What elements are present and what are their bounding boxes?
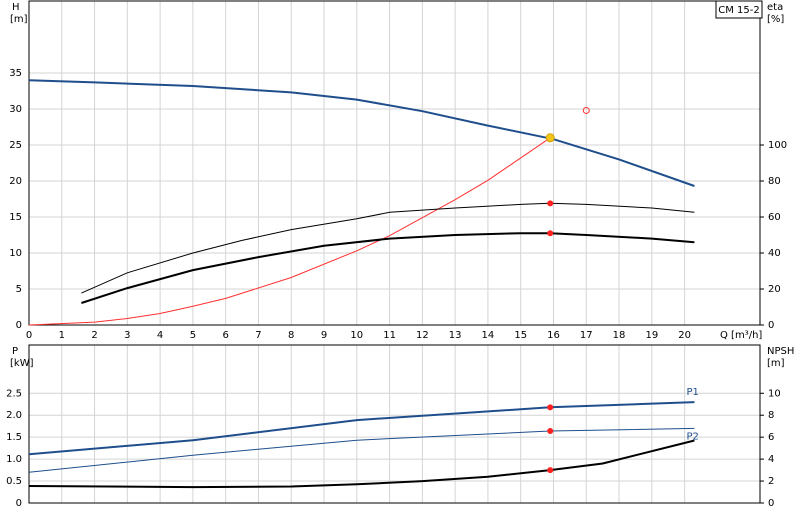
series-label: P1 <box>686 387 698 398</box>
annotation-box <box>715 0 763 19</box>
point-marker <box>545 133 555 143</box>
x-tick-label: 11 <box>383 330 396 341</box>
y2-axis-label: NPSH <box>767 346 794 357</box>
point-marker <box>547 428 554 435</box>
x-tick-label: 14 <box>482 330 495 341</box>
y-tick-label: 25 <box>9 140 22 151</box>
y-tick-label: 1.5 <box>6 432 22 443</box>
y-axis-label: H <box>12 2 20 13</box>
y-axis-label: P <box>12 346 18 357</box>
x-tick-label: 18 <box>613 330 626 341</box>
x-tick-label: 9 <box>321 330 327 341</box>
y2-tick-label: 8 <box>768 410 774 421</box>
y-tick-label: 35 <box>9 68 22 79</box>
x-tick-label: 15 <box>514 330 527 341</box>
y2-tick-label: 0 <box>768 498 774 509</box>
y-tick-label: 2.0 <box>6 410 22 421</box>
x-tick-label: 7 <box>255 330 261 341</box>
x-tick-label: 2 <box>91 330 97 341</box>
curve <box>28 137 551 326</box>
point-marker <box>547 230 554 237</box>
x-tick-label: 4 <box>157 330 163 341</box>
x-tick-label: 6 <box>222 330 228 341</box>
y2-tick-label: 6 <box>768 432 774 443</box>
point-marker <box>547 404 554 411</box>
x-tick-label: 13 <box>449 330 462 341</box>
y-tick-label: 30 <box>9 104 22 115</box>
y2-tick-label: 10 <box>768 388 781 399</box>
x-tick-label: 19 <box>645 330 658 341</box>
y-tick-label: 10 <box>9 248 22 259</box>
curve <box>81 202 695 294</box>
y-tick-label: 5 <box>16 284 22 295</box>
y2-tick-label: 20 <box>768 284 781 295</box>
x-tick-label: 1 <box>59 330 65 341</box>
y-tick-label: 2.5 <box>6 388 22 399</box>
y2-tick-label: 2 <box>768 476 774 487</box>
y2-axis-unit: [m] <box>767 358 785 369</box>
curve <box>81 232 695 304</box>
x-tick-label: 12 <box>416 330 429 341</box>
plot-frame <box>28 344 761 504</box>
x-tick-label: 16 <box>547 330 560 341</box>
y2-axis-label: eta <box>767 2 783 13</box>
y2-tick-label: 0 <box>768 320 774 331</box>
x-tick-label: 3 <box>124 330 130 341</box>
x-tick-label: 20 <box>678 330 691 341</box>
y-axis-unit: [m] <box>10 14 28 25</box>
annotation: CM 15-2 <box>718 5 759 16</box>
y-tick-label: 15 <box>9 212 22 223</box>
y-tick-label: 0.5 <box>6 476 22 487</box>
x-axis-label: Q [m³/h] <box>720 330 762 341</box>
curve <box>28 439 695 489</box>
x-tick-label: 0 <box>26 330 32 341</box>
y2-tick-label: 80 <box>768 176 781 187</box>
x-tick-label: 10 <box>350 330 363 341</box>
y-axis-unit: [kW] <box>10 358 34 369</box>
y2-tick-label: 100 <box>768 140 787 151</box>
plot-frame <box>28 0 761 326</box>
y-tick-label: 0 <box>16 320 22 331</box>
y2-tick-label: 4 <box>768 454 774 465</box>
point-marker <box>582 106 590 114</box>
x-tick-label: 8 <box>288 330 294 341</box>
x-tick-label: 5 <box>190 330 196 341</box>
y2-axis-unit: [%] <box>767 14 784 25</box>
curve <box>28 401 695 456</box>
curve <box>28 427 695 473</box>
series-label: P2 <box>686 431 698 442</box>
point-marker <box>547 200 554 207</box>
y-tick-label: 1.0 <box>6 454 22 465</box>
curve <box>28 79 695 187</box>
y2-tick-label: 40 <box>768 248 781 259</box>
y-tick-label: 0 <box>16 498 22 509</box>
y2-tick-label: 60 <box>768 212 781 223</box>
point-marker <box>547 467 554 474</box>
y-tick-label: 20 <box>9 176 22 187</box>
x-tick-label: 17 <box>580 330 593 341</box>
